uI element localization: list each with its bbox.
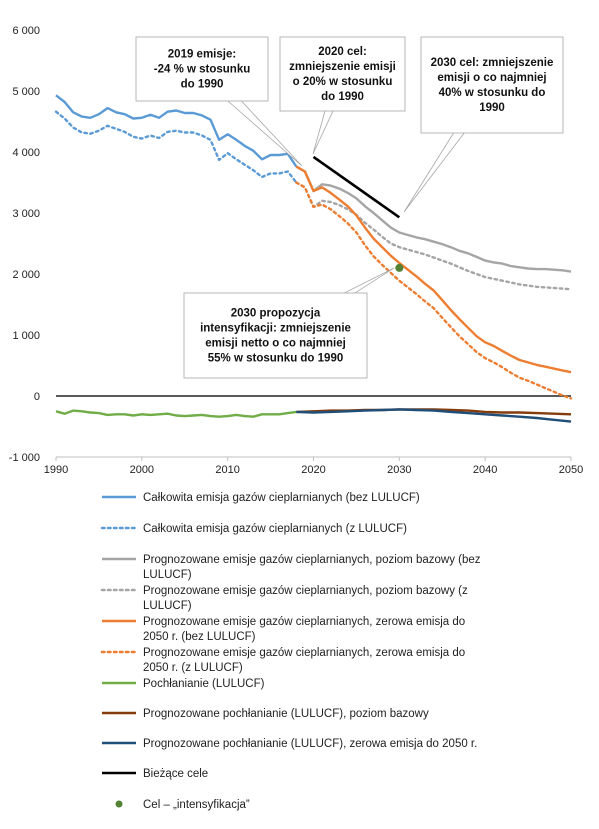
y-tick-label: 6 000 [12, 25, 40, 37]
annotation-text: 55% w stosunku do 1990 [208, 353, 344, 365]
x-tick-label: 1990 [44, 464, 68, 476]
legend-label: LULUCF) [143, 569, 192, 581]
x-tick-label: 2000 [130, 464, 154, 476]
legend-label: Całkowita emisja gazów cieplarnianych (b… [143, 492, 420, 504]
legend-label: Prognozowane emisje gazów cieplarnianych… [143, 585, 468, 597]
y-tick-label: 5 000 [12, 86, 40, 98]
annotation-callout: 2030 propozycja intensyfikacji: zmniejsze… [183, 267, 395, 379]
x-tick-label: 2020 [301, 464, 325, 476]
legend-item: Bieżące cele [102, 768, 208, 780]
series-line-1 [54, 110, 298, 184]
legend-label: Prognozowane emisje gazów cieplarnianych… [143, 554, 481, 566]
chart-series [54, 94, 573, 423]
annotation-text: 2020 cel: [318, 46, 367, 58]
annotation-callout: 2030 cel: zmniejszenie emisji o co najmni… [403, 36, 564, 213]
x-tick-label: 2050 [559, 464, 583, 476]
series-line-5 [295, 181, 573, 400]
y-tick-label: -1 000 [9, 452, 40, 464]
legend-item: Prognozowane pochłanianie (LULUCF), pozi… [102, 708, 429, 720]
series-line-9 [312, 155, 401, 219]
legend-label: LULUCF) [143, 600, 192, 612]
legend-item: Całkowita emisja gazów cieplarnianych (b… [102, 492, 420, 504]
legend-item: Pochłanianie (LULUCF) [102, 678, 265, 690]
annotation-text: 40% w stosunku do [439, 87, 546, 99]
series-line-3 [295, 181, 573, 291]
chart-axes: -1 000 0 1 000 2 000 3 000 4 000 5 000 6 000 199… [9, 25, 583, 476]
y-tick-label: 2 000 [12, 269, 40, 281]
legend-item: Prognozowane emisje gazów cieplarnianych… [100, 647, 465, 674]
x-tick-label: 2010 [215, 464, 239, 476]
annotation-callout: 2020 cel: zmniejszenie emisji o 20% w stos… [279, 36, 406, 155]
y-tick-label: 4 000 [12, 147, 40, 159]
annotation-text: o 20% w stosunku [293, 76, 393, 88]
y-tick-label: 3 000 [12, 208, 40, 220]
series-line-8 [296, 408, 572, 423]
legend-item: Cel – „intensyfikacja” [115, 799, 250, 811]
legend-label: 2050 r. (bez LULUCF) [143, 631, 256, 643]
callout-fill [184, 293, 367, 378]
annotation-text: do 1990 [181, 79, 224, 91]
legend-item: Całkowita emisja gazów cieplarnianych (z… [100, 523, 407, 535]
legend-label: Pochłanianie (LULUCF) [143, 678, 265, 690]
callout-fill [280, 37, 405, 111]
legend-item: Prognozowane emisje gazów cieplarnianych… [100, 585, 468, 612]
callout-fill [421, 37, 563, 133]
annotation-text: 2019 emisje: [168, 49, 236, 61]
series-line-4 [295, 165, 572, 374]
annotation-text: emisji netto o co najmniej [205, 338, 346, 350]
y-tick-label: 1 000 [12, 330, 40, 342]
legend-label: Bieżące cele [143, 768, 208, 780]
legend-marker [115, 800, 123, 808]
legend-label: Prognozowane emisje gazów cieplarnianych… [143, 647, 465, 659]
callout-fill [136, 37, 268, 101]
annotation-text: 2030 cel: zmniejszenie [431, 57, 554, 69]
legend-label: Prognozowane pochłanianie (LULUCF), zero… [143, 738, 477, 750]
annotation-text: 1990 [479, 102, 505, 114]
legend-label: Prognozowane pochłanianie (LULUCF), pozi… [143, 708, 429, 720]
legend-label: 2050 r. (z LULUCF) [143, 662, 243, 674]
annotation-text: -24 % w stosunku [154, 64, 251, 76]
chart-legend: Całkowita emisja gazów cieplarnianych (b… [100, 492, 481, 811]
series-line-2 [295, 165, 572, 273]
annotation-text: emisji o co najmniej [437, 72, 546, 84]
x-tick-label: 2040 [473, 464, 497, 476]
legend-item: Prognozowane pochłanianie (LULUCF), zero… [102, 738, 477, 750]
legend-label: Cel – „intensyfikacja” [143, 799, 250, 811]
target-point [395, 263, 404, 272]
legend-item: Prognozowane emisje gazów cieplarnianych… [102, 616, 465, 643]
legend-label: Całkowita emisja gazów cieplarnianych (z… [143, 523, 407, 535]
x-tick-label: 2030 [387, 464, 411, 476]
annotation-text: intensyfikacji: zmniejszenie [200, 323, 351, 335]
legend-item: Prognozowane emisje gazów cieplarnianych… [102, 554, 481, 581]
annotation-text: zmniejszenie emisji [289, 61, 396, 73]
y-tick-label: 0 [34, 391, 40, 403]
series-line-0 [55, 94, 298, 168]
annotation-callout: 2019 emisje: -24 % w stosunku do 1990 [135, 36, 303, 167]
legend-label: Prognozowane emisje gazów cieplarnianych… [143, 616, 465, 628]
annotation-text: 2030 propozycja [231, 308, 321, 320]
annotation-text: do 1990 [321, 91, 364, 103]
series-line-6 [55, 409, 297, 418]
